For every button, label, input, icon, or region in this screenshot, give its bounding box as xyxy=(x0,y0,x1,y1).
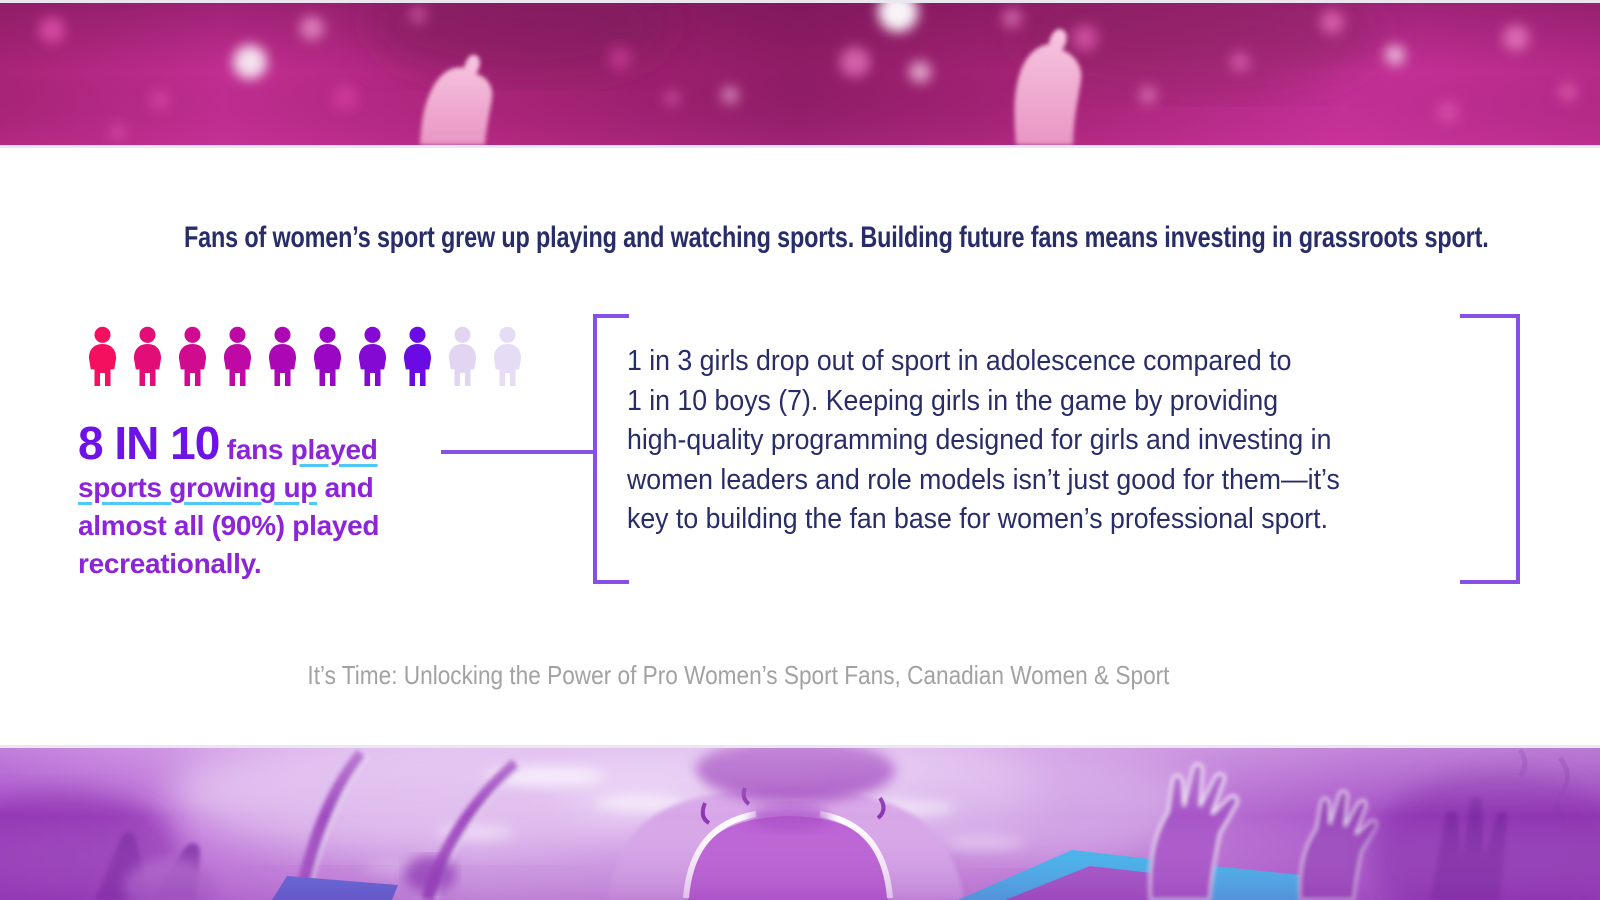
headline-text: Fans of women’s sport grew up playing an… xyxy=(183,221,1489,254)
source-citation: It’s Time: Unlocking the Power of Pro Wo… xyxy=(0,660,1476,691)
connector-line xyxy=(441,450,593,454)
stat-number: 8 IN 10 xyxy=(78,417,220,469)
person-icon xyxy=(88,326,117,386)
divider xyxy=(0,0,1600,3)
divider xyxy=(0,745,1600,748)
top-banner-photo xyxy=(0,0,1600,145)
source-text: It’s Time: Unlocking the Power of Pro Wo… xyxy=(306,660,1170,690)
stat-block: 8 IN 10 fans played sports growing up an… xyxy=(78,420,460,583)
person-icon xyxy=(133,326,162,386)
person-icon xyxy=(268,326,297,386)
bracket-left xyxy=(593,314,629,584)
raised-fist-left-icon xyxy=(420,54,493,145)
callout-text: 1 in 3 girls drop out of sport in adoles… xyxy=(627,345,1340,535)
person-icon xyxy=(358,326,387,386)
bottom-photo-banner xyxy=(0,748,1600,900)
stat-text-before: fans xyxy=(219,434,291,465)
person-icon xyxy=(493,326,522,386)
stat-text-after: and almost all (90%) played recreational… xyxy=(78,472,380,579)
person-icon xyxy=(448,326,477,386)
divider xyxy=(0,145,1600,148)
bottom-banner-photo xyxy=(0,748,1600,900)
headline: Fans of women’s sport grew up playing an… xyxy=(0,221,1600,255)
person-icon xyxy=(313,326,342,386)
confetti-bokeh xyxy=(39,0,1577,140)
top-photo-banner xyxy=(0,0,1600,145)
person-icon xyxy=(178,326,207,386)
raised-fist-right-icon xyxy=(1014,29,1082,145)
stat-link[interactable]: played sports growing up xyxy=(78,434,378,503)
person-icon xyxy=(223,326,252,386)
person-icon xyxy=(403,326,432,386)
pictogram-row xyxy=(84,316,526,398)
bracket-right xyxy=(1460,314,1520,584)
